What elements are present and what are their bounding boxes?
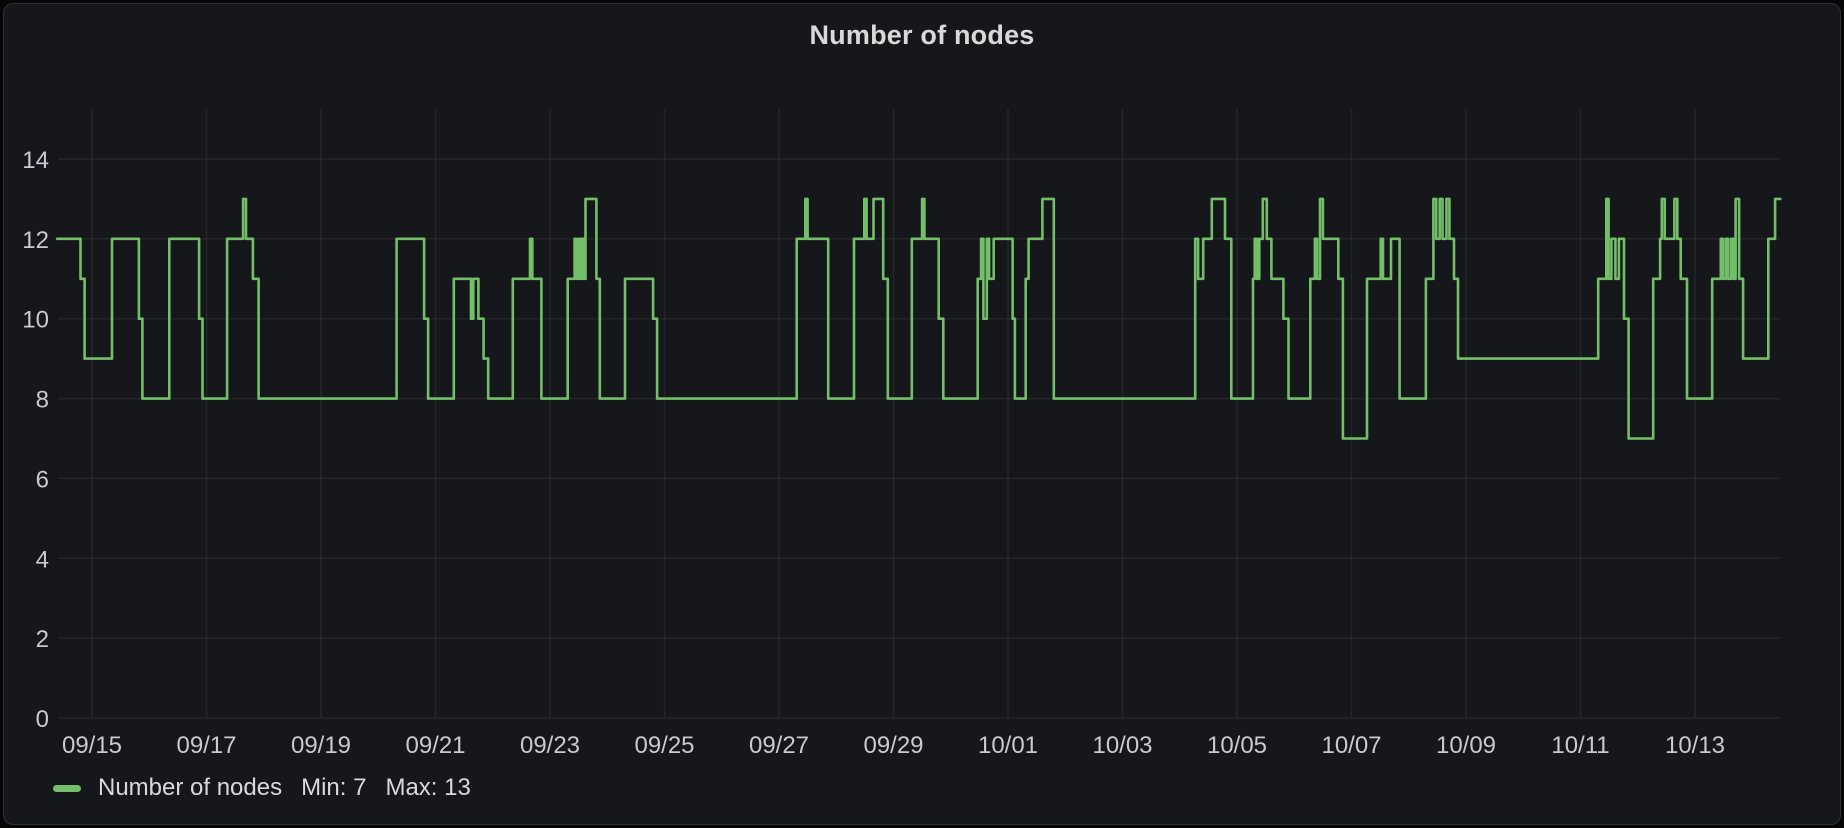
y-axis-tick-label: 6 (36, 466, 49, 493)
y-axis-tick-label: 8 (36, 387, 49, 414)
x-axis-tick-label: 09/25 (634, 732, 694, 759)
x-axis-tick-label: 10/01 (978, 732, 1038, 759)
y-axis-tick-label: 14 (22, 147, 49, 174)
x-axis-tick-label: 09/17 (176, 732, 236, 759)
x-axis-tick-label: 09/21 (405, 732, 465, 759)
x-axis-tick-label: 09/15 (62, 732, 122, 759)
series-line-number-of-nodes (55, 197, 1782, 440)
legend-series-label[interactable]: Number of nodes (98, 774, 283, 801)
y-axis-tick-label: 4 (36, 546, 49, 573)
x-axis-tick-label: 09/19 (291, 732, 351, 759)
x-axis-tick-label: 10/11 (1551, 732, 1609, 759)
y-axis-tick-label: 12 (22, 227, 49, 254)
x-axis-tick-label: 10/07 (1321, 732, 1381, 759)
legend-series-marker-icon (53, 784, 81, 792)
legend-min-value: Min: 7 (301, 774, 367, 801)
x-axis-tick-label: 09/29 (863, 732, 923, 759)
legend: Number of nodes Min: 7 Max: 13 (53, 771, 471, 805)
x-axis-tick-label: 10/09 (1436, 732, 1496, 759)
y-axis-tick-label: 10 (22, 307, 49, 334)
y-axis-tick-label: 0 (36, 706, 49, 733)
x-axis-tick-label: 10/03 (1092, 732, 1152, 759)
panel-title[interactable]: Number of nodes (809, 20, 1035, 50)
x-axis-tick-label: 10/05 (1207, 732, 1267, 759)
x-axis-tick-label: 09/27 (749, 732, 809, 759)
legend-max-value: Max: 13 (385, 774, 471, 801)
grafana-panel: Number of nodes 0 2 4 6 8 10 12 14 09/15 09/17 09/… (3, 3, 1841, 825)
y-axis-tick-label: 2 (36, 626, 49, 653)
x-axis-tick-label: 10/13 (1665, 732, 1725, 759)
x-axis-tick-label: 09/23 (520, 732, 580, 759)
